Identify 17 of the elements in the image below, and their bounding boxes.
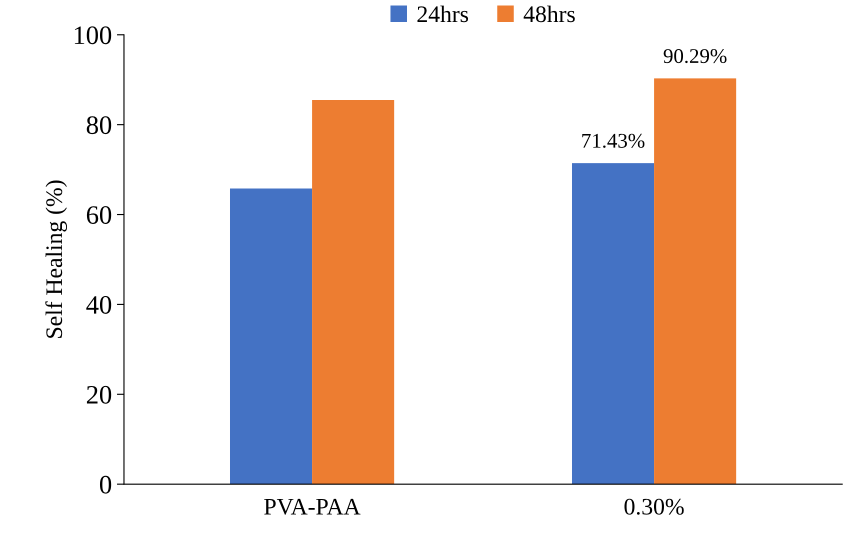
bar — [572, 163, 654, 484]
data-label: 90.29% — [664, 49, 727, 64]
legend-label: 48hrs — [524, 6, 575, 22]
legend-label: 24hrs — [417, 6, 468, 22]
bar — [312, 100, 394, 484]
y-tick-label: 80 — [86, 116, 112, 134]
x-tick-label: PVA-PAA — [264, 498, 360, 515]
y-tick-label: 0 — [100, 476, 112, 494]
y-tick-label: 40 — [86, 296, 112, 314]
y-tick-label: 60 — [86, 206, 112, 224]
y-tick-label: 20 — [86, 386, 112, 404]
data-label: 71.43% — [582, 134, 644, 148]
y-axis-title: Self Healing (%) — [45, 180, 68, 338]
x-tick-label: 0.30% — [624, 498, 684, 515]
y-tick-label: 100 — [74, 26, 112, 44]
bar — [654, 78, 736, 484]
bar — [230, 188, 312, 484]
